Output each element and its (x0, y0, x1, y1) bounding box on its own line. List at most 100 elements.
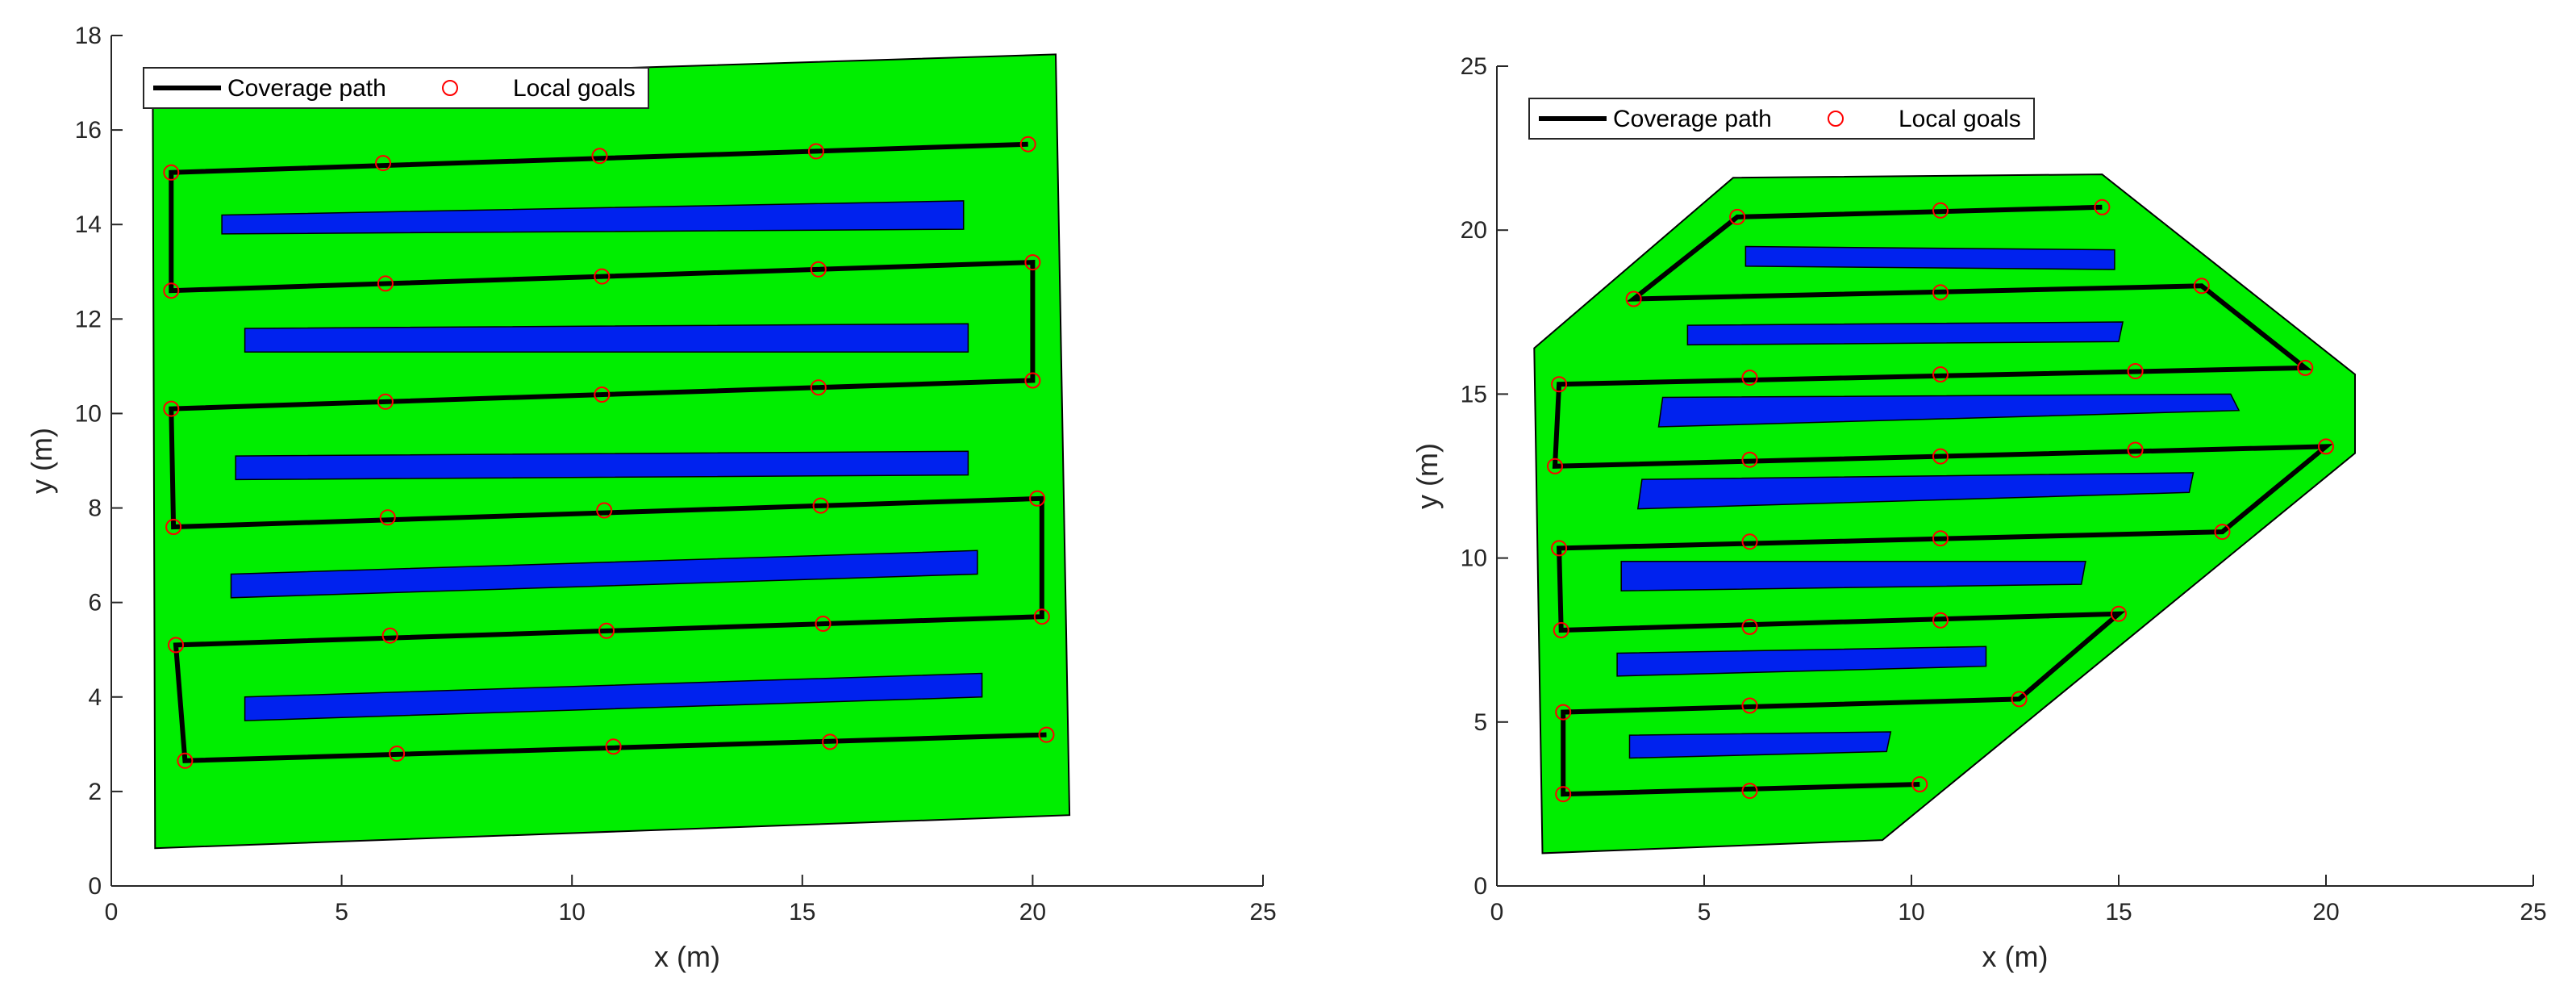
y-tick-label: 10 (75, 400, 102, 427)
local-goal-point (1555, 704, 1572, 721)
local-goal-point (1553, 622, 1569, 638)
local-goal-point (594, 268, 611, 285)
x-axis-label: x (m) (654, 940, 720, 973)
y-tick-label: 10 (1461, 545, 1487, 572)
y-tick-label: 8 (88, 495, 102, 522)
local-goal-point (1932, 284, 1949, 301)
local-goal-point (596, 502, 613, 519)
local-goal-point (807, 143, 824, 160)
x-tick-label: 10 (559, 899, 586, 926)
local-goal-point (1932, 202, 1949, 219)
x-tick-label: 20 (2312, 899, 2339, 926)
local-goal-point (1019, 136, 1036, 153)
legend-coverage-path-label: Coverage path (1613, 106, 1772, 132)
obstacle-4 (230, 549, 978, 599)
local-goal-point (1932, 448, 1949, 465)
y-tick-label: 2 (88, 779, 102, 805)
local-goal-point (810, 379, 827, 396)
local-goal-point (1551, 540, 1568, 557)
x-tick-label: 0 (1490, 899, 1504, 926)
local-goal-point (1029, 490, 1046, 507)
local-goal-point (594, 387, 611, 403)
local-goal-point (1741, 618, 1758, 635)
y-tick-label: 25 (1461, 53, 1487, 80)
obstacle-2 (1686, 321, 2124, 346)
local-goal-point (163, 164, 180, 181)
local-goal-point (1729, 208, 1746, 225)
local-goal-point (605, 738, 622, 755)
y-tick-label: 4 (88, 684, 102, 711)
y-tick-label: 16 (75, 117, 102, 144)
local-goal-point (1932, 612, 1949, 629)
y-tick-label: 0 (88, 873, 102, 900)
y-tick-label: 0 (1473, 873, 1487, 900)
obstacle-3 (235, 450, 969, 481)
local-goal-point (2318, 438, 2334, 455)
y-axis-label: y (m) (25, 428, 58, 494)
x-tick-label: 25 (1249, 899, 1276, 926)
right-chart-panel: 0 5 10 15 20 25 0 5 10 15 20 25 x (m) y (m) Coverage p… (1411, 53, 2547, 973)
legend-local-goals-swatch (1828, 111, 1844, 127)
local-goal-point (1741, 370, 1758, 387)
local-goal-point (377, 393, 394, 410)
obstacle-1 (221, 200, 965, 235)
local-goal-point (815, 616, 832, 632)
local-goal-point (375, 155, 391, 172)
local-goal-point (1911, 776, 1928, 792)
y-tick-label: 14 (75, 211, 102, 238)
obstacle-2 (244, 323, 969, 353)
local-goal-point (2094, 198, 2111, 215)
obstacle-6 (1616, 646, 1987, 677)
coverage-path-line (1552, 204, 2333, 797)
local-goal-point (1024, 254, 1041, 271)
y-tick-label: 20 (1461, 217, 1487, 244)
local-goal-point (381, 627, 398, 644)
field-area (152, 53, 1071, 850)
legend-box (143, 67, 649, 109)
y-tick-label: 15 (1461, 381, 1487, 407)
coverage-path-line (169, 141, 1047, 763)
x-tick-label: 15 (789, 899, 815, 926)
local-goal-point (1024, 372, 1041, 389)
local-goal-point (2193, 278, 2210, 295)
local-goal-point (389, 746, 406, 762)
x-tick-label: 5 (1698, 899, 1711, 926)
legend-local-goals-label: Local goals (1899, 106, 2021, 132)
local-goal-point (1038, 726, 1055, 743)
local-goal-point (2127, 441, 2144, 458)
x-tick-label: 15 (2105, 899, 2132, 926)
y-axis-label: y (m) (1411, 443, 1444, 509)
legend-coverage-path-label: Coverage path (227, 75, 386, 102)
local-goal-point (2297, 359, 2314, 376)
local-goal-point (1741, 451, 1758, 468)
local-goal-point (1547, 458, 1563, 474)
x-tick-label: 5 (335, 899, 348, 926)
local-goal-point (1932, 530, 1949, 547)
y-tick-label: 5 (1473, 709, 1487, 736)
legend-box (1528, 98, 2035, 140)
y-tick-label: 6 (88, 590, 102, 616)
legend-local-goals-label: Local goals (513, 75, 636, 102)
local-goal-point (1033, 608, 1050, 625)
local-goal-point (1551, 376, 1568, 393)
obstacle-5 (1620, 560, 2086, 591)
local-goal-point (1625, 290, 1642, 307)
legend-local-goals-swatch (442, 80, 458, 96)
local-goal-point (379, 509, 396, 526)
x-tick-label: 0 (105, 899, 119, 926)
local-goal-point (2127, 363, 2144, 379)
local-goal-point (1932, 366, 1949, 382)
x-tick-label: 25 (2520, 899, 2546, 926)
x-tick-label: 20 (1019, 899, 1046, 926)
y-tick-label: 18 (75, 23, 102, 49)
local-goal-point (822, 733, 839, 750)
local-goal-point (377, 275, 394, 292)
obstacle-5 (244, 672, 983, 721)
local-goal-point (165, 519, 182, 535)
local-goal-point (591, 148, 608, 165)
local-goal-point (168, 637, 184, 654)
local-goal-point (1741, 783, 1758, 800)
local-goal-point (1555, 786, 1572, 803)
y-tick-label: 12 (75, 306, 102, 332)
